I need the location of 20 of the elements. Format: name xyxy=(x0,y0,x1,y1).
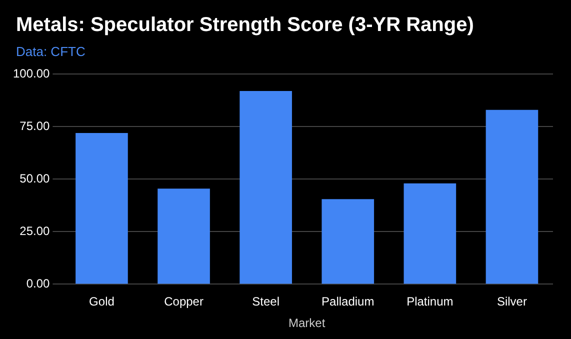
y-tick-label: 100.00 xyxy=(13,66,50,81)
x-tick-label: Palladium xyxy=(322,294,374,309)
bar xyxy=(322,199,374,284)
bar xyxy=(240,91,292,284)
bar xyxy=(486,110,538,284)
bar xyxy=(76,133,128,284)
y-tick-label: 0.00 xyxy=(26,276,50,291)
x-tick-label: Gold xyxy=(89,294,114,309)
y-tick-label: 25.00 xyxy=(20,224,50,238)
chart-title: Metals: Speculator Strength Score (3-YR Range) xyxy=(16,14,474,37)
x-tick-label: Copper xyxy=(164,294,204,309)
x-axis-title: Market xyxy=(288,316,326,330)
x-tick-label: Platinum xyxy=(406,294,454,309)
y-tick-label: 75.00 xyxy=(20,119,50,134)
x-tick-label: Steel xyxy=(252,294,280,309)
bar xyxy=(158,188,210,284)
bar xyxy=(404,183,456,284)
x-tick-label: Silver xyxy=(496,294,527,309)
y-tick-label: 50.00 xyxy=(20,172,50,186)
chart-subtitle: Data: CFTC xyxy=(16,44,86,59)
